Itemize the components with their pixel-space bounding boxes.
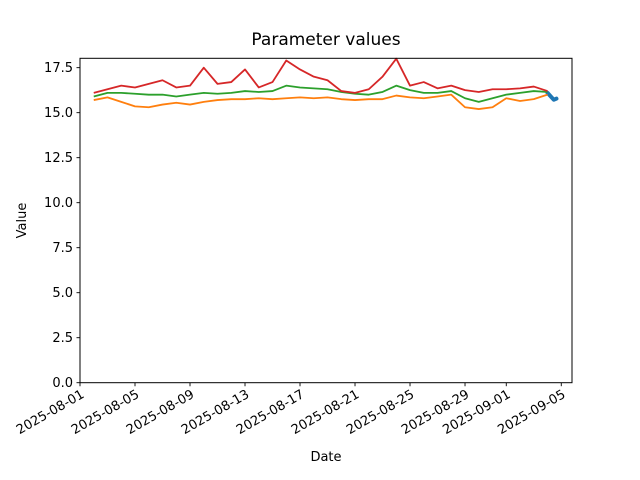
y-tick-label: 12.5	[44, 151, 73, 166]
y-axis-label: Value	[15, 203, 30, 239]
y-tick-label: 0.0	[52, 376, 73, 391]
y-tick-label: 2.5	[52, 331, 73, 346]
y-tick-label: 10.0	[44, 196, 73, 211]
orange-line	[93, 93, 548, 110]
y-tick-label: 7.5	[52, 241, 73, 256]
red-line	[93, 57, 548, 94]
x-axis-label: Date	[310, 450, 341, 465]
green-line	[93, 84, 548, 103]
chart-title: Parameter values	[251, 30, 400, 50]
y-tick-label: 15.0	[44, 106, 73, 121]
plot-border	[79, 57, 573, 384]
y-tick-label: 17.5	[44, 61, 73, 76]
y-tick-label: 5.0	[52, 286, 73, 301]
blue-end-marker	[545, 90, 559, 102]
